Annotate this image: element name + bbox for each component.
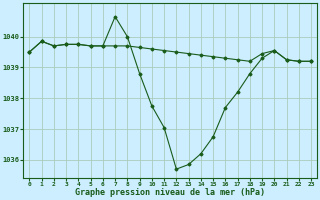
X-axis label: Graphe pression niveau de la mer (hPa): Graphe pression niveau de la mer (hPa)	[75, 188, 265, 197]
